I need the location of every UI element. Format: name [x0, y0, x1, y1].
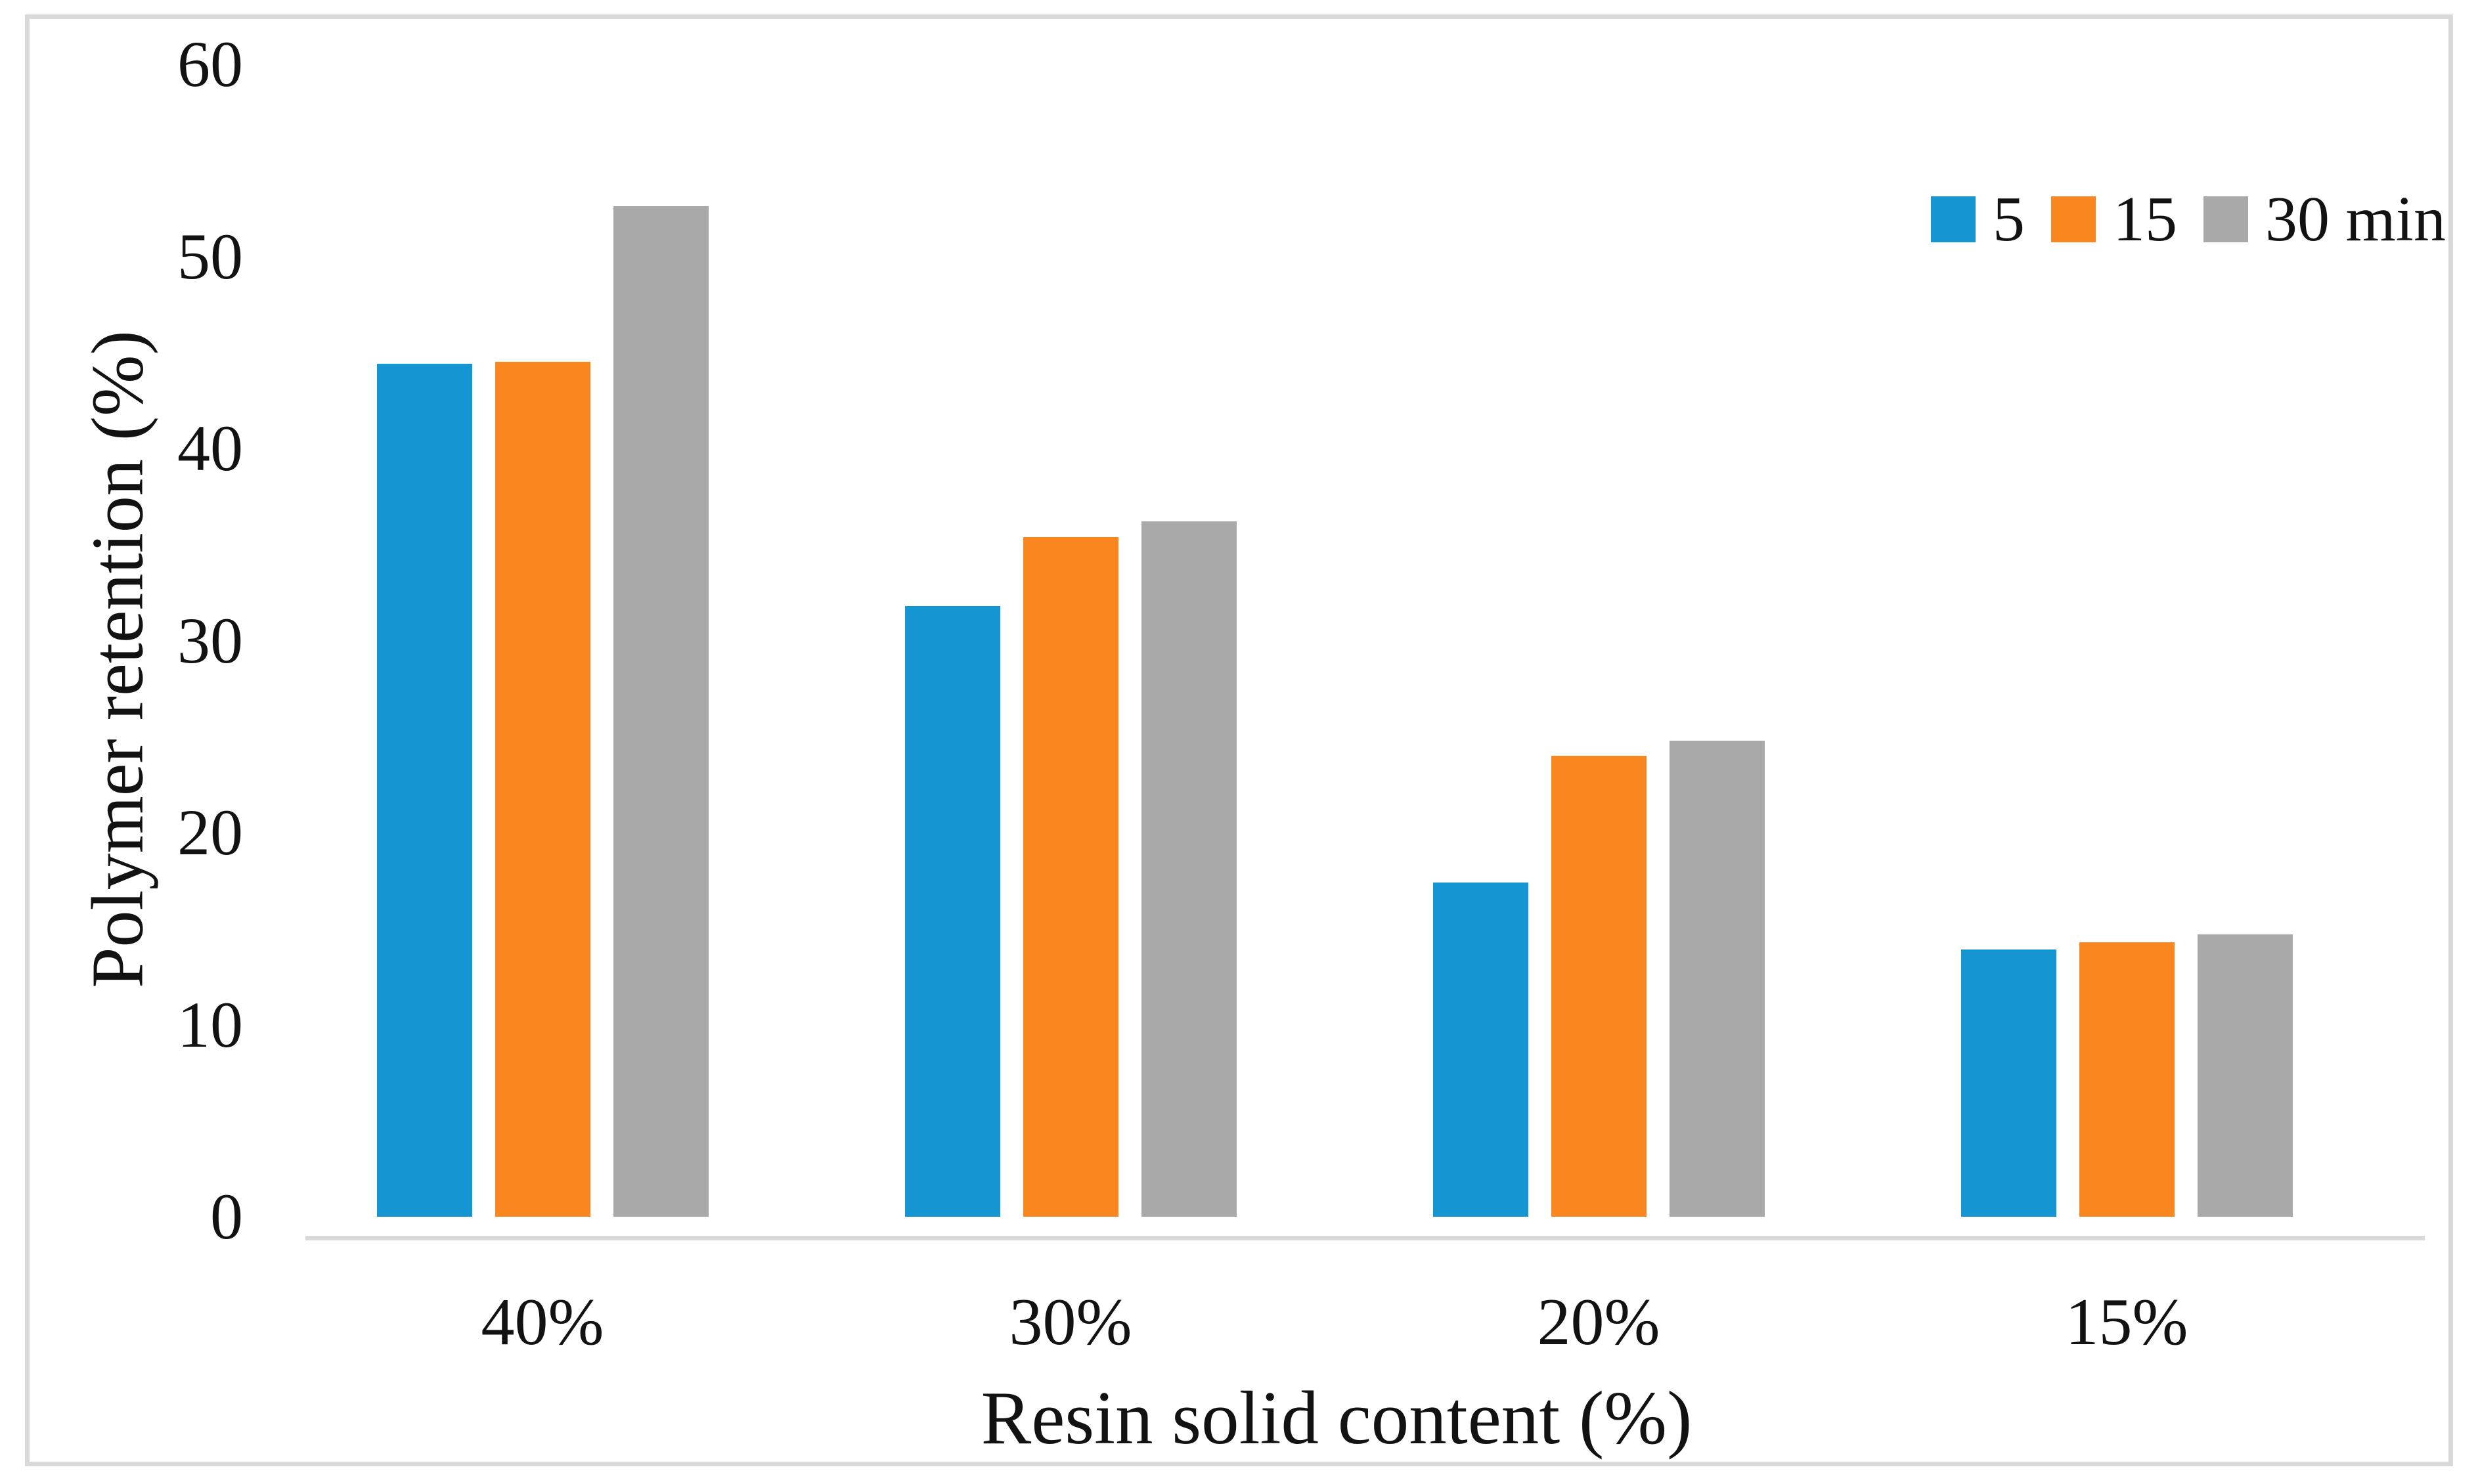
bar-40%-15	[495, 362, 590, 1217]
y-tick-label: 60	[177, 28, 243, 100]
legend-label: 5	[1993, 184, 2025, 255]
y-tick-label: 0	[210, 1180, 243, 1253]
y-tick-label: 20	[177, 796, 243, 869]
legend-label: 30 min	[2265, 184, 2446, 255]
x-tick-label-20%: 20%	[1537, 1285, 1660, 1359]
x-tick-label-40%: 40%	[481, 1285, 604, 1359]
bar-30%-15	[1023, 536, 1118, 1217]
bar-30%-5	[904, 605, 1000, 1217]
legend-item-30-min: 30 min	[2203, 183, 2446, 255]
x-tick-label-15%: 15%	[2065, 1285, 2188, 1359]
bar-20%-15	[1551, 756, 1647, 1217]
x-axis-title: Resin solid content (%)	[981, 1376, 1693, 1460]
bar-15%-15	[2079, 942, 2175, 1217]
x-axis-line	[305, 1236, 2425, 1240]
y-tick-label: 40	[177, 412, 243, 485]
legend-label: 15	[2113, 184, 2177, 255]
x-tick-label-30%: 30%	[1009, 1285, 1132, 1359]
bar-20%-5	[1432, 883, 1528, 1217]
bar-20%-30-min	[1669, 740, 1765, 1217]
y-tick-label: 30	[177, 603, 243, 677]
legend-item-15: 15	[2051, 183, 2177, 255]
bar-40%-5	[376, 364, 472, 1217]
y-tick-label: 10	[177, 988, 243, 1061]
y-tick-label: 50	[177, 219, 243, 293]
figure-frame: Polymer retention (%) 0 10 20 30 40 50 60 40% 3…	[25, 14, 2453, 1466]
legend-swatch-icon	[2051, 196, 2096, 242]
bar-30%-30-min	[1141, 521, 1237, 1217]
legend-item-5: 5	[1931, 183, 2025, 255]
bar-15%-30-min	[2197, 934, 2293, 1217]
bar-40%-30-min	[613, 206, 709, 1217]
legend-swatch-icon	[1931, 196, 1976, 242]
legend: 5 15 30 min	[1931, 183, 2446, 255]
bar-15%-5	[1960, 949, 2056, 1217]
legend-swatch-icon	[2203, 196, 2248, 242]
